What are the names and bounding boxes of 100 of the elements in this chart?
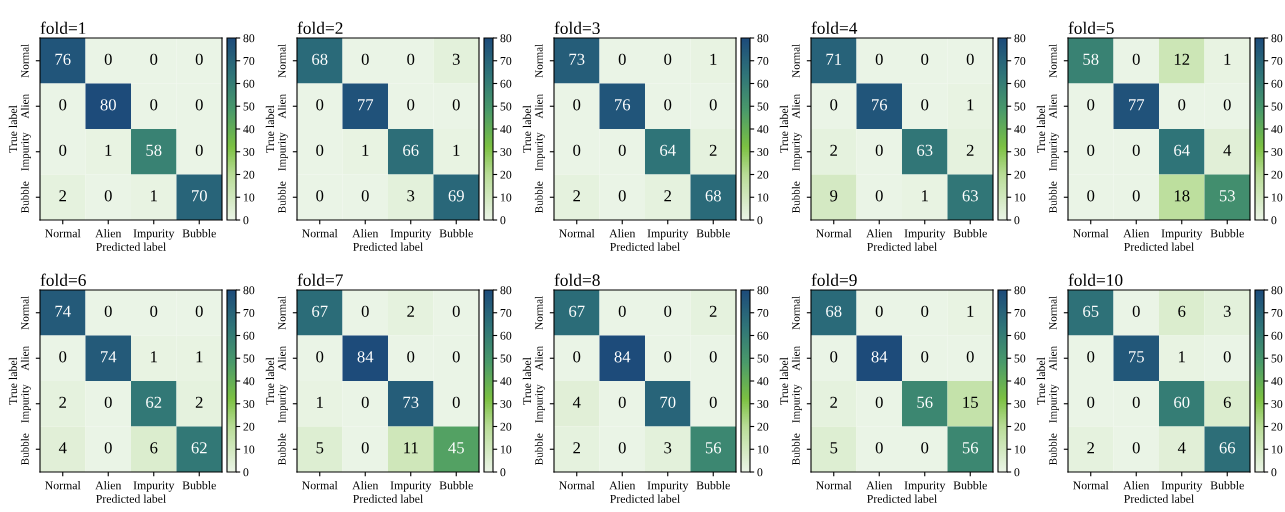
- data-label: 64: [660, 144, 676, 156]
- color-bar-label: 40: [1271, 125, 1283, 134]
- x-tick-label: Impurity: [1161, 229, 1203, 240]
- data-label: 0: [361, 190, 369, 202]
- y-axis-title: True label: [1036, 105, 1046, 153]
- x-tick-label: Normal: [45, 229, 81, 238]
- data-label: 0: [921, 99, 929, 111]
- x-axis-title: Predicted label: [96, 494, 166, 503]
- y-tick-label: Normal: [1048, 44, 1057, 78]
- color-bar-label: 60: [1271, 79, 1283, 88]
- x-tick-label: Alien: [95, 229, 122, 238]
- data-label: 0: [361, 305, 369, 317]
- data-label: 0: [452, 351, 460, 363]
- color-bar-label: 10: [1271, 193, 1283, 202]
- color-bar-label: 60: [1014, 331, 1026, 340]
- data-label: 84: [357, 351, 374, 363]
- data-label: 67: [569, 305, 585, 317]
- chart-title: fold=4: [811, 21, 858, 34]
- data-label: 1: [1179, 351, 1185, 363]
- data-label: 0: [195, 53, 203, 65]
- data-label: 63: [917, 144, 933, 156]
- data-label: 0: [452, 396, 460, 408]
- data-label: 0: [104, 305, 112, 317]
- x-tick-label: Impurity: [390, 229, 432, 240]
- x-tick-label: Normal: [45, 481, 81, 490]
- color-bar-label: 60: [500, 331, 512, 340]
- data-label: 0: [618, 53, 626, 65]
- color-bar-label: 80: [1014, 286, 1026, 295]
- y-tick-label: Bubble: [791, 181, 800, 213]
- data-label: 3: [1223, 305, 1231, 317]
- data-label: 0: [1087, 190, 1095, 202]
- data-label: 2: [830, 144, 837, 156]
- chart-title: fold=10: [1068, 273, 1123, 286]
- data-label: 1: [967, 305, 974, 317]
- color-bar-label: 30: [757, 148, 769, 156]
- color-bar-label: 80: [243, 34, 255, 43]
- data-label: 0: [573, 99, 581, 111]
- data-label: 0: [875, 442, 883, 454]
- data-label: 5: [830, 442, 838, 454]
- data-label: 0: [830, 99, 838, 111]
- x-axis-title: Predicted label: [1124, 242, 1194, 251]
- y-tick-label: Impurity: [792, 132, 802, 171]
- data-label: 2: [709, 144, 717, 156]
- color-bar-label: 70: [1271, 57, 1283, 65]
- data-label: 3: [664, 442, 672, 454]
- x-tick-label: Normal: [1073, 481, 1109, 490]
- y-tick-label: Alien: [534, 346, 543, 371]
- color-bar-label: 50: [1014, 102, 1026, 111]
- data-label: 1: [453, 144, 460, 156]
- color-bar-label: 10: [243, 193, 255, 202]
- data-label: 2: [1087, 442, 1094, 454]
- chart-title: fold=6: [40, 273, 86, 286]
- x-tick-label: Bubble: [696, 229, 730, 238]
- y-tick-label: Normal: [277, 296, 286, 330]
- color-bar-label: 60: [243, 331, 255, 340]
- y-tick-label: Impurity: [535, 384, 545, 423]
- color-bar-label: 50: [243, 354, 255, 363]
- color-bar-label: 0: [757, 216, 763, 225]
- x-tick-label: Bubble: [1210, 481, 1244, 490]
- y-tick-label: Bubble: [20, 433, 29, 465]
- data-label: 0: [1223, 99, 1231, 111]
- data-label: 0: [664, 305, 672, 317]
- data-label: 1: [922, 190, 928, 202]
- y-tick-label: Normal: [534, 296, 543, 330]
- color-bar-label: 70: [243, 57, 255, 65]
- color-bar-label: 0: [1014, 216, 1020, 225]
- color-bar-label: 50: [1271, 354, 1283, 363]
- data-label: 0: [1178, 99, 1186, 111]
- color-bar-label: 10: [1271, 445, 1283, 454]
- data-label: 1: [1224, 53, 1231, 65]
- color-bar-label: 50: [757, 102, 769, 111]
- color-bar-label: 40: [1271, 377, 1283, 386]
- data-label: 84: [614, 351, 631, 363]
- color-bar-label: 10: [500, 445, 512, 454]
- color-bar-label: 70: [1014, 309, 1026, 317]
- data-label: 2: [709, 305, 717, 317]
- data-label: 0: [1087, 396, 1095, 408]
- color-bar-label: 0: [1271, 468, 1277, 477]
- data-label: 66: [1219, 442, 1236, 454]
- data-label: 56: [705, 442, 722, 454]
- data-label: 0: [316, 351, 324, 363]
- x-axis-title: Predicted label: [1124, 494, 1194, 503]
- y-axis-title: True label: [1036, 357, 1046, 405]
- data-label: 2: [573, 442, 580, 454]
- data-label: 74: [55, 305, 71, 317]
- x-tick-label: Bubble: [182, 481, 216, 490]
- color-bar-label: 60: [500, 79, 512, 88]
- x-tick-label: Alien: [1123, 481, 1150, 490]
- color-bar-label: 80: [757, 34, 769, 43]
- data-label: 15: [963, 396, 978, 408]
- data-label: 0: [59, 144, 67, 156]
- y-tick-label: Bubble: [20, 181, 29, 213]
- data-label: 0: [1087, 144, 1095, 156]
- data-label: 3: [407, 190, 415, 202]
- data-label: 0: [361, 53, 369, 65]
- data-label: 0: [104, 396, 112, 408]
- color-bar-label: 20: [243, 170, 255, 179]
- x-tick-label: Alien: [95, 481, 122, 490]
- color-bar-label: 20: [1271, 422, 1283, 431]
- data-label: 73: [403, 396, 419, 408]
